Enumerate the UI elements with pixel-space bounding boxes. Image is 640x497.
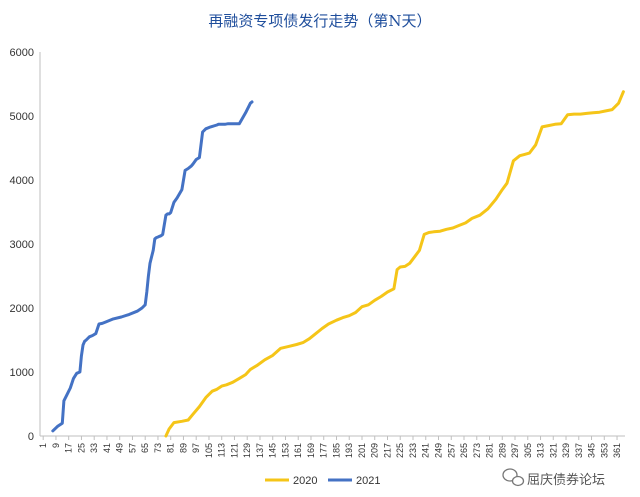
x-tick-label: 153: [280, 443, 290, 458]
y-tick-label: 5000: [10, 111, 34, 123]
x-tick-label: 121: [229, 443, 239, 458]
x-tick-label: 361: [612, 443, 622, 458]
x-tick-label: 305: [523, 443, 533, 458]
x-tick-label: 225: [395, 443, 405, 458]
chart-title: 再融资专项债发行走势（第N天）: [208, 12, 431, 30]
x-tick-label: 193: [344, 443, 354, 458]
y-tick-label: 6000: [10, 47, 34, 59]
x-tick-label: 273: [472, 443, 482, 458]
x-tick-label: 137: [255, 443, 265, 458]
x-tick-label: 353: [599, 443, 609, 458]
y-tick-label: 2000: [10, 303, 34, 315]
x-tick-label: 265: [459, 443, 469, 458]
x-tick-label: 49: [115, 443, 125, 453]
y-axis-ticks: 0 1000 2000 3000 4000 5000 6000: [10, 47, 34, 443]
x-tick-label: 233: [408, 443, 418, 458]
x-tick-label: 161: [293, 443, 303, 458]
x-tick-label: 129: [242, 443, 252, 458]
x-tick-label: 321: [548, 443, 558, 458]
x-tick-label: 345: [587, 443, 597, 458]
x-tick-label: 297: [510, 443, 520, 458]
x-tick-label: 1: [38, 443, 48, 448]
wechat-icon: [502, 468, 525, 487]
x-tick-label: 217: [382, 443, 392, 458]
x-tick-label: 57: [127, 443, 137, 453]
x-tick-label: 113: [217, 443, 227, 457]
x-tick-label: 73: [153, 443, 163, 453]
x-tick-label: 337: [574, 443, 584, 458]
x-tick-label: 185: [331, 443, 341, 458]
x-tick-label: 177: [319, 443, 329, 458]
x-tick-label: 9: [51, 443, 61, 448]
legend-label-2020: 2020: [293, 475, 317, 487]
x-tick-label: 249: [434, 443, 444, 458]
series-line-2020: [164, 90, 625, 438]
x-tick-label: 41: [102, 443, 112, 453]
x-tick-label: 257: [446, 443, 456, 458]
x-tick-label: 17: [64, 443, 74, 453]
x-tick-label: 89: [178, 443, 188, 453]
x-tick-label: 169: [306, 443, 316, 458]
x-tick-label: 289: [497, 443, 507, 458]
series-line-2021: [51, 100, 254, 433]
legend-label-2021: 2021: [356, 475, 380, 487]
x-tick-label: 209: [370, 443, 380, 458]
x-tick-label: 25: [76, 443, 86, 453]
y-tick-label: 0: [28, 431, 34, 443]
x-tick-label: 313: [536, 443, 546, 458]
x-tick-label: 145: [268, 443, 278, 458]
x-tick-label: 105: [204, 443, 214, 458]
x-tick-label: 33: [89, 443, 99, 453]
series-lines: [51, 90, 625, 438]
x-tick-label: 65: [140, 443, 150, 453]
y-tick-label: 1000: [10, 367, 34, 379]
x-tick-label: 97: [191, 443, 201, 453]
y-tick-label: 4000: [10, 175, 34, 187]
x-tick-label: 81: [166, 443, 176, 453]
x-tick-label: 201: [357, 443, 367, 458]
x-tick-label: 329: [561, 443, 571, 458]
x-tick-label: 241: [421, 443, 431, 458]
x-tick-label: 281: [485, 443, 495, 458]
watermark-text: 屈庆债券论坛: [527, 472, 605, 488]
y-tick-label: 3000: [10, 239, 34, 251]
x-axis-ticks: 1 9 17 25 33 41 49 57 65 73 81 89 97 105 113 121 129 137 1…: [38, 436, 622, 458]
legend: 2020 2021: [265, 475, 380, 487]
watermark: 屈庆债券论坛: [502, 468, 605, 488]
